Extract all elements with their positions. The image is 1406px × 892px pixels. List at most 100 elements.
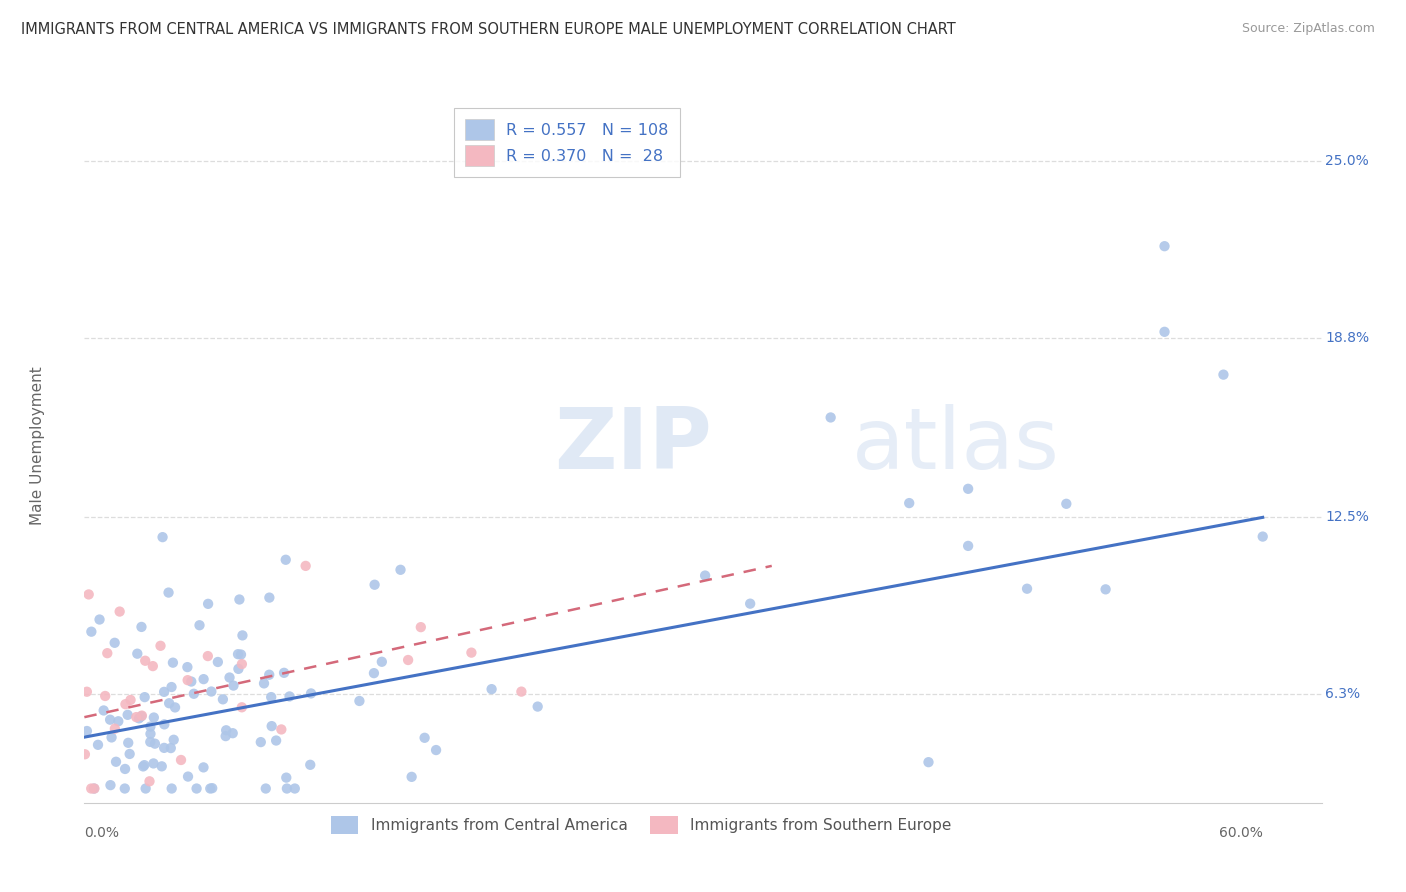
Point — [150, 759, 173, 773]
Point — [105, 755, 128, 769]
Point — [142, 756, 165, 771]
Point — [510, 684, 533, 698]
Text: ZIP: ZIP — [554, 404, 713, 488]
Point — [276, 771, 298, 785]
Point — [80, 624, 103, 639]
Point — [139, 727, 162, 741]
Point — [212, 692, 235, 706]
Point — [820, 410, 842, 425]
Point — [87, 738, 110, 752]
Point — [193, 672, 215, 686]
Point — [117, 707, 139, 722]
Text: Source: ZipAtlas.com: Source: ZipAtlas.com — [1241, 22, 1375, 36]
Point — [299, 686, 322, 700]
Point — [139, 735, 162, 749]
Point — [170, 753, 193, 767]
Point — [273, 665, 295, 680]
Point — [142, 710, 165, 724]
Point — [149, 639, 172, 653]
Point — [231, 628, 253, 642]
Point — [107, 714, 129, 729]
Point — [134, 654, 156, 668]
Point — [197, 649, 219, 664]
Point — [898, 496, 921, 510]
Point — [153, 685, 176, 699]
Point — [371, 655, 394, 669]
Point — [152, 530, 174, 544]
Point — [120, 693, 142, 707]
Point — [73, 747, 96, 762]
Point — [284, 781, 307, 796]
Point — [94, 689, 117, 703]
Point — [176, 660, 198, 674]
Point — [93, 703, 115, 717]
Point — [1251, 530, 1274, 544]
Point — [1094, 582, 1116, 597]
Point — [231, 657, 253, 671]
Point — [157, 585, 180, 599]
Point — [138, 774, 160, 789]
Point — [957, 482, 980, 496]
Point — [201, 781, 224, 796]
Text: 0.0%: 0.0% — [84, 826, 120, 839]
Text: Male Unemployment: Male Unemployment — [30, 367, 45, 525]
Point — [425, 743, 447, 757]
Text: 25.0%: 25.0% — [1326, 153, 1369, 168]
Point — [200, 684, 222, 698]
Point — [270, 723, 292, 737]
Point — [228, 592, 250, 607]
Point — [264, 733, 287, 747]
Point — [481, 682, 503, 697]
Point — [215, 729, 238, 743]
Point — [260, 690, 283, 704]
Point — [363, 578, 385, 592]
Point — [259, 591, 281, 605]
Text: IMMIGRANTS FROM CENTRAL AMERICA VS IMMIGRANTS FROM SOUTHERN EUROPE MALE UNEMPLOY: IMMIGRANTS FROM CENTRAL AMERICA VS IMMIG… — [21, 22, 956, 37]
Point — [363, 666, 385, 681]
Point — [125, 710, 148, 724]
Point — [1212, 368, 1234, 382]
Legend: Immigrants from Central America, Immigrants from Southern Europe: Immigrants from Central America, Immigra… — [323, 809, 959, 841]
Text: 12.5%: 12.5% — [1326, 510, 1369, 524]
Point — [76, 724, 98, 739]
Point — [96, 646, 118, 660]
Point — [134, 690, 156, 705]
Point — [740, 597, 762, 611]
Point — [957, 539, 980, 553]
Point — [83, 781, 105, 796]
Point — [132, 759, 155, 773]
Point — [108, 605, 131, 619]
Point — [260, 719, 283, 733]
Point — [253, 676, 276, 690]
Point — [104, 722, 127, 736]
Point — [134, 758, 156, 772]
Point — [413, 731, 436, 745]
Point — [143, 737, 166, 751]
Point — [100, 731, 122, 745]
Point — [197, 597, 219, 611]
Point — [299, 757, 322, 772]
Point — [1015, 582, 1038, 596]
Point — [80, 781, 103, 796]
Point — [460, 646, 482, 660]
Point — [114, 762, 136, 776]
Point — [526, 699, 548, 714]
Point — [77, 587, 100, 601]
Point — [200, 781, 222, 796]
Point — [139, 720, 162, 734]
Point — [349, 694, 371, 708]
Point — [118, 747, 141, 761]
Point — [177, 770, 200, 784]
Point — [180, 674, 202, 689]
Point — [131, 620, 153, 634]
Point — [98, 713, 121, 727]
Point — [229, 648, 252, 662]
Point — [163, 732, 186, 747]
Point — [176, 673, 198, 688]
Point — [114, 697, 136, 711]
Point — [409, 620, 432, 634]
Point — [396, 653, 419, 667]
Point — [294, 558, 316, 573]
Text: 6.3%: 6.3% — [1326, 688, 1361, 701]
Point — [165, 700, 187, 714]
